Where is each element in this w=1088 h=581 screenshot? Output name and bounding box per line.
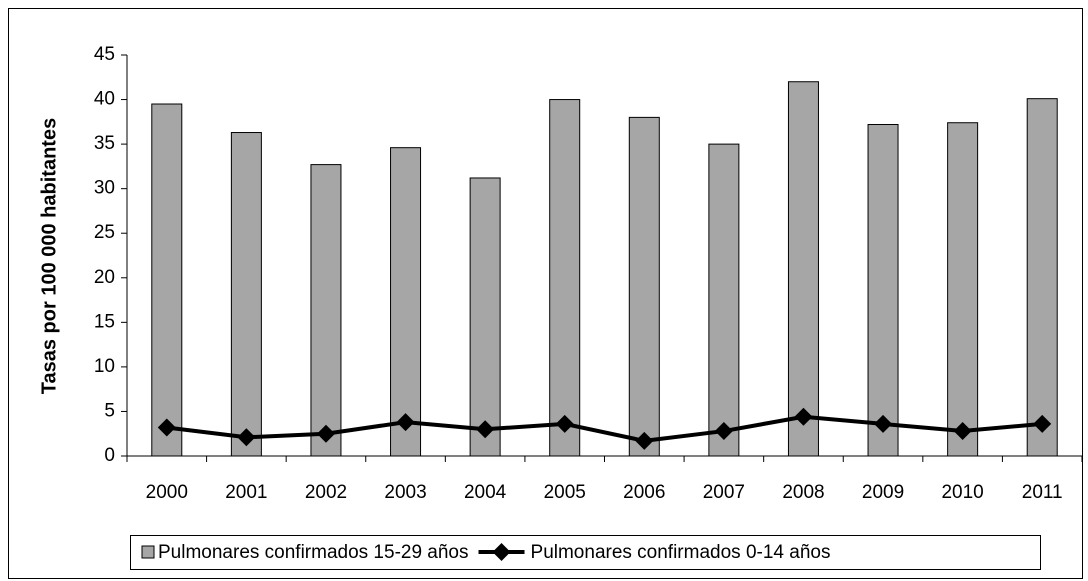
y-axis-label: Tasas por 100 000 habitantes bbox=[38, 118, 60, 394]
y-tick-label: 45 bbox=[94, 44, 115, 65]
marker bbox=[1033, 414, 1052, 433]
x-tick-label: 2006 bbox=[623, 482, 665, 503]
marker bbox=[476, 420, 495, 439]
x-tick-label: 2001 bbox=[225, 482, 267, 503]
marker bbox=[635, 431, 654, 450]
bar bbox=[230, 132, 262, 457]
legend-label: Pulmonares confirmados 15-29 años bbox=[158, 542, 469, 563]
bar bbox=[469, 177, 501, 457]
x-tick-label: 2011 bbox=[1022, 482, 1063, 503]
x-tick-label: 2005 bbox=[544, 482, 586, 503]
x-tick-label: 2003 bbox=[384, 482, 426, 503]
x-tick-label: 2009 bbox=[862, 482, 904, 503]
marker bbox=[237, 428, 256, 447]
marker bbox=[316, 424, 335, 443]
x-tick-label: 2007 bbox=[703, 482, 745, 503]
bar bbox=[549, 99, 581, 457]
marker bbox=[794, 407, 813, 426]
marker bbox=[396, 413, 415, 432]
y-tick-label: 0 bbox=[104, 445, 115, 466]
marker bbox=[953, 422, 972, 441]
bar bbox=[390, 147, 422, 457]
bar bbox=[1026, 98, 1058, 457]
y-tick-label: 5 bbox=[104, 400, 115, 421]
bar bbox=[151, 103, 183, 457]
bar bbox=[310, 164, 342, 457]
y-tick-label: 20 bbox=[94, 267, 115, 288]
legend-marker bbox=[492, 543, 511, 561]
x-tick-label: 2000 bbox=[146, 482, 188, 503]
y-tick-label: 30 bbox=[94, 178, 115, 199]
bar bbox=[787, 81, 819, 457]
bar bbox=[628, 116, 660, 457]
bar bbox=[947, 122, 979, 457]
y-tick-label: 15 bbox=[94, 311, 115, 332]
x-tick-label: 2002 bbox=[305, 482, 347, 503]
bar bbox=[867, 124, 899, 457]
x-tick-label: 2008 bbox=[782, 482, 824, 503]
bar bbox=[708, 143, 740, 457]
y-tick-label: 10 bbox=[94, 356, 115, 377]
x-tick-label: 2004 bbox=[464, 482, 507, 503]
y-tick-label: 40 bbox=[94, 89, 115, 110]
line bbox=[166, 414, 1043, 443]
marker bbox=[157, 418, 176, 437]
chart-frame bbox=[8, 8, 1083, 579]
y-tick-label: 25 bbox=[94, 222, 115, 243]
legend-label: Pulmonares confirmados 0-14 años bbox=[531, 542, 831, 563]
x-tick-label: 2010 bbox=[941, 482, 983, 503]
y-tick-label: 35 bbox=[94, 133, 115, 154]
marker bbox=[555, 414, 574, 433]
legend-swatch bbox=[141, 545, 155, 559]
marker bbox=[874, 414, 893, 433]
legend-frame bbox=[130, 535, 1041, 570]
marker bbox=[714, 422, 733, 441]
